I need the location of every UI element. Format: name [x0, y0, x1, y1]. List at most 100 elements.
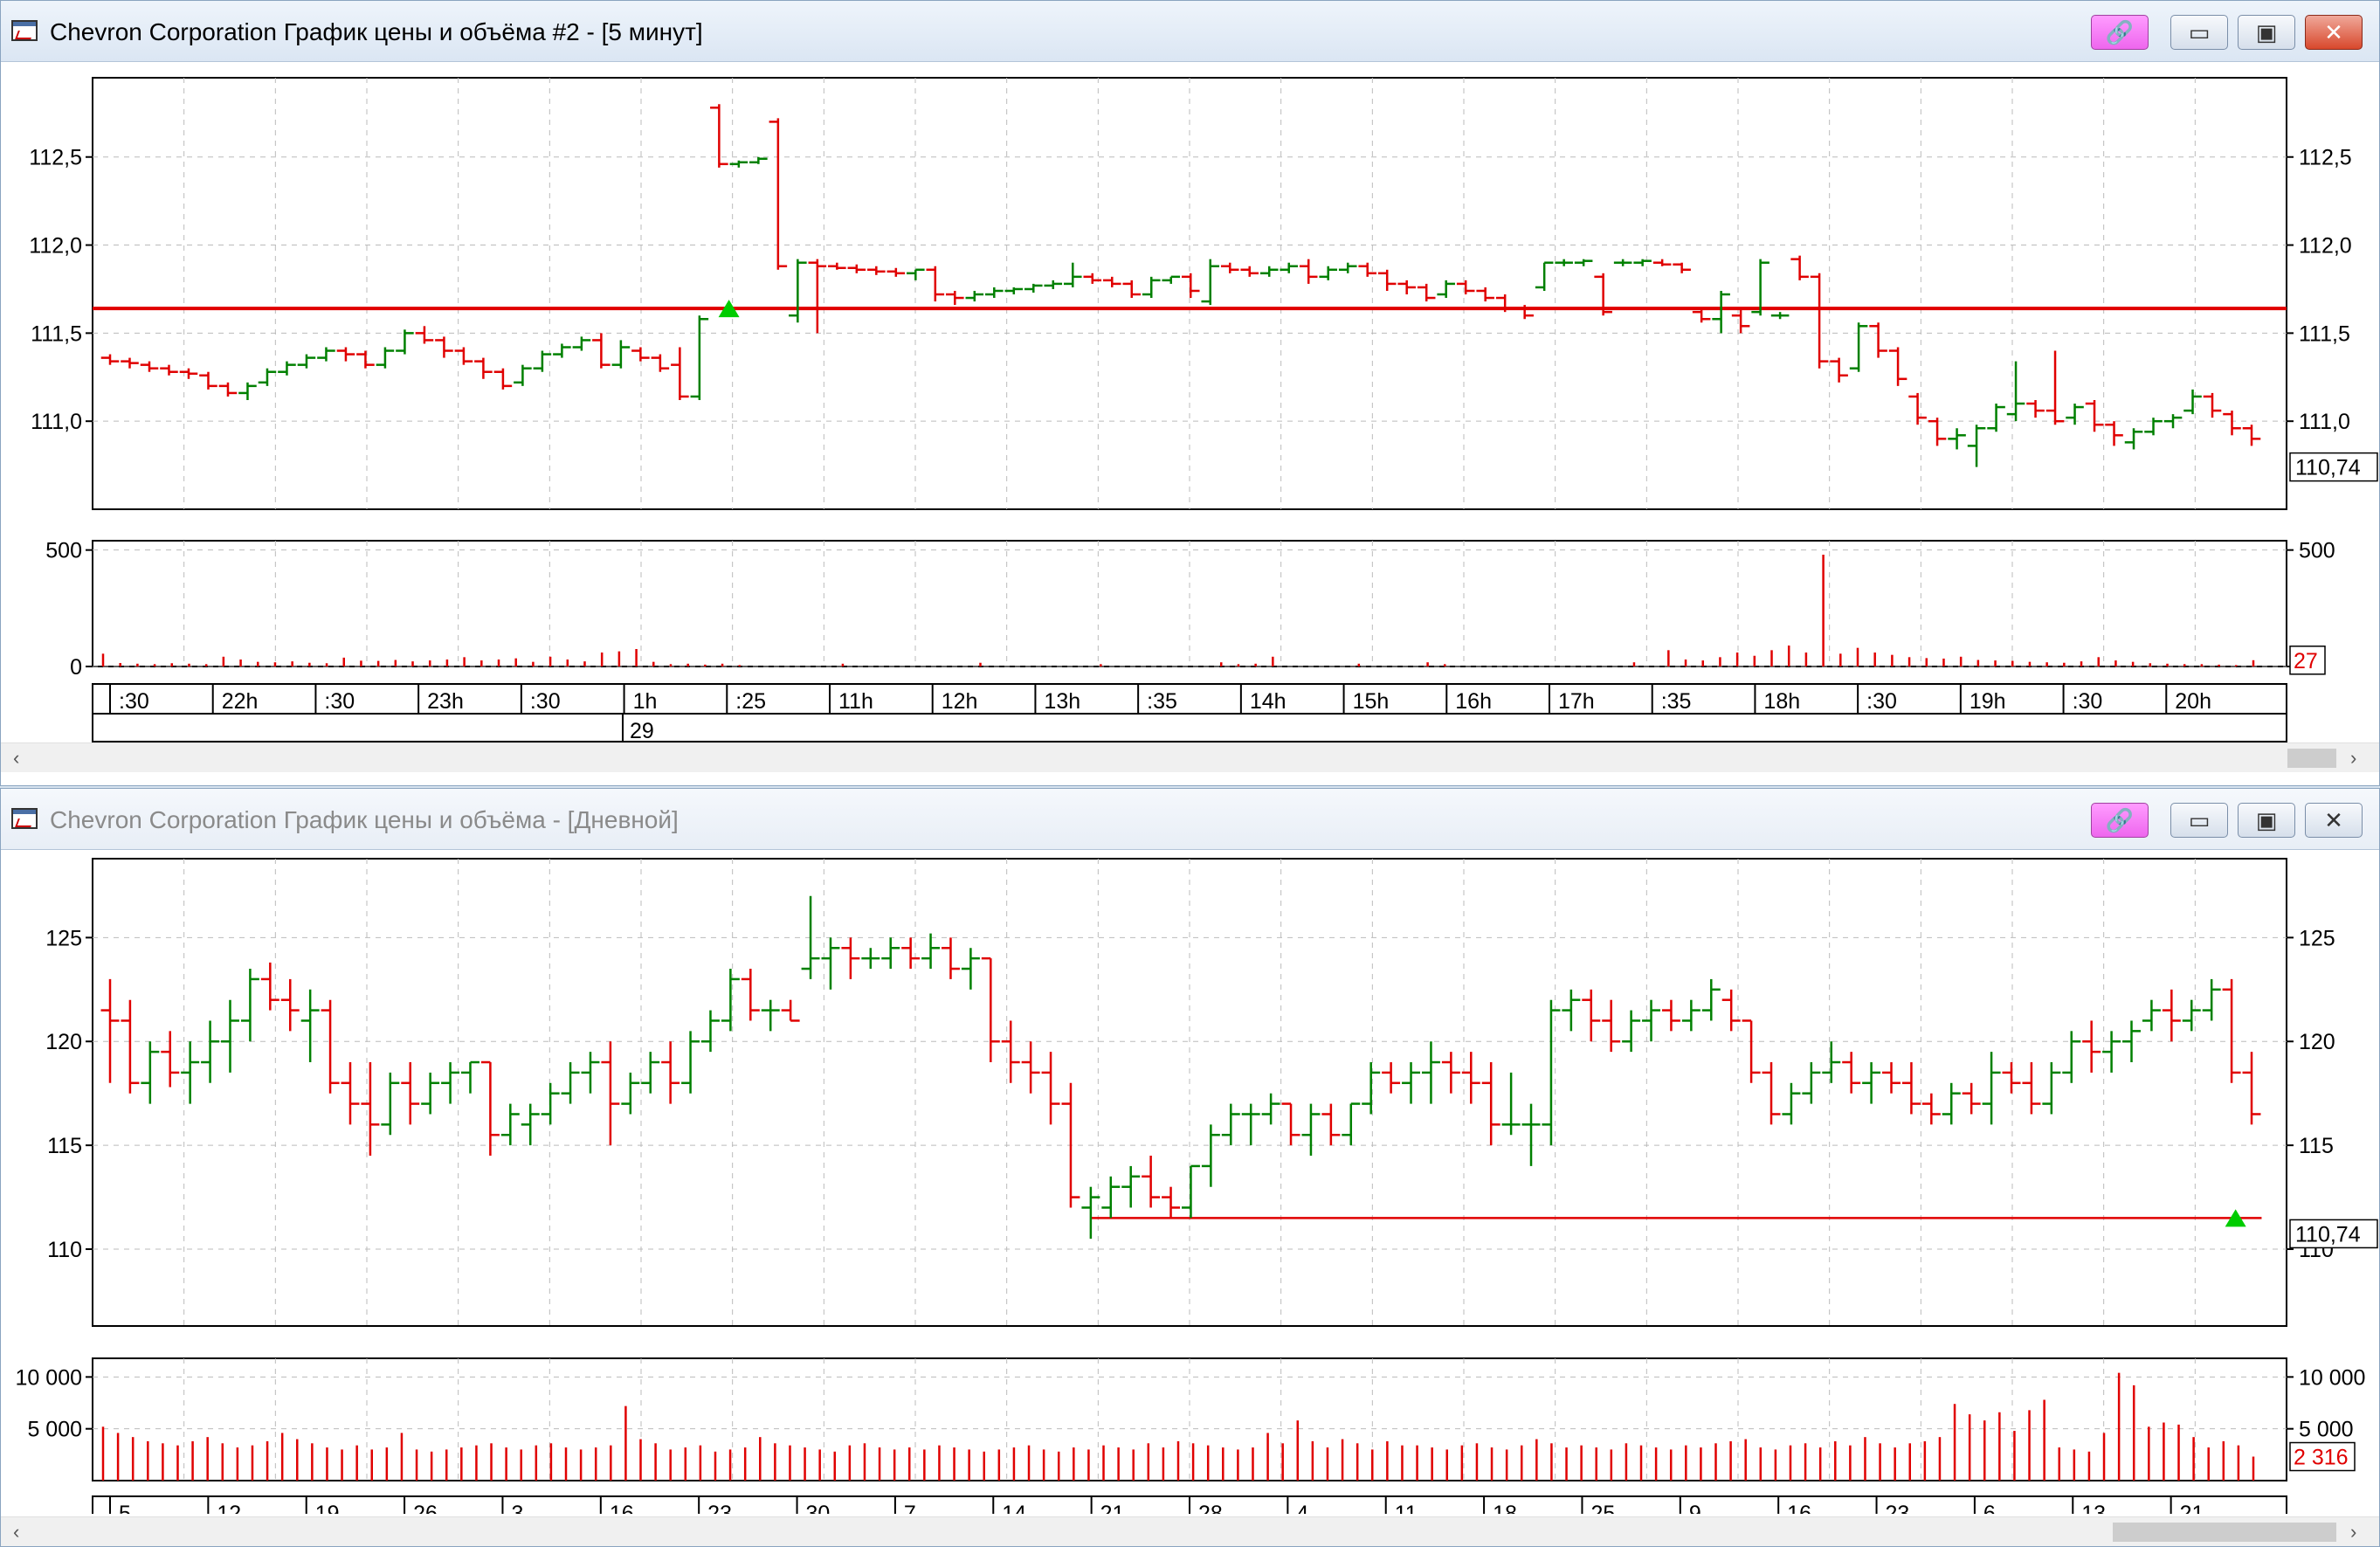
ohlc-bar: [661, 1041, 680, 1104]
scroll-thumb[interactable]: [2113, 1523, 2336, 1542]
ohlc-bar: [581, 1052, 600, 1094]
minimize-button[interactable]: ▭: [2170, 803, 2228, 838]
ohlc-bar: [341, 1062, 360, 1125]
ohlc-bar: [789, 259, 807, 323]
horizontal-scrollbar[interactable]: ‹ ›: [1, 742, 2379, 772]
ohlc-bar: [921, 933, 941, 970]
ohlc-bar: [1281, 1102, 1300, 1146]
ohlc-bar: [100, 978, 120, 1083]
time-axis-label: 3: [511, 1502, 523, 1514]
ohlc-bar: [841, 937, 860, 979]
ohlc-bar: [396, 329, 414, 355]
close-button[interactable]: ✕: [2305, 15, 2363, 50]
ohlc-bar: [1342, 1102, 1361, 1146]
window-title: Chevron Corporation График цены и объёма…: [50, 18, 703, 45]
ohlc-bar: [592, 333, 611, 369]
ohlc-bar: [278, 361, 296, 376]
ohlc-bar: [1701, 978, 1721, 1021]
time-axis-label: 9: [1689, 1502, 1701, 1514]
ohlc-bar: [721, 969, 740, 1032]
ohlc-bar: [1162, 1186, 1181, 1219]
ohlc-bar: [260, 962, 279, 1011]
intraday-chart[interactable]: 111,0 111,0 111,5 111,5 112,0 112,0 112,5 112,5…: [1, 62, 2380, 743]
ohlc-bar: [238, 382, 257, 400]
ohlc-bar: [1456, 280, 1475, 295]
ohlc-bar: [701, 1010, 720, 1053]
price-tick-label-right: 125: [2299, 926, 2335, 950]
time-axis-label: :35: [1147, 689, 1177, 714]
ohlc-bar: [361, 1062, 380, 1157]
minimize-button[interactable]: ▭: [2170, 15, 2228, 50]
time-axis-label: 11h: [838, 689, 873, 714]
scroll-left-icon[interactable]: ‹: [13, 747, 20, 769]
window-titlebar[interactable]: Chevron Corporation График цены и объёма…: [1, 789, 2379, 850]
ohlc-bar: [1942, 1082, 1961, 1125]
ohlc-bar: [985, 287, 1004, 299]
ohlc-bar: [1362, 1062, 1381, 1115]
ohlc-bar: [356, 350, 375, 369]
ohlc-bar: [1162, 275, 1181, 284]
ohlc-bar: [1967, 425, 1986, 467]
link-button[interactable]: 🔗: [2091, 803, 2149, 838]
ohlc-bar: [2183, 389, 2202, 415]
maximize-button[interactable]: ▣: [2238, 803, 2295, 838]
ohlc-bar: [297, 354, 316, 369]
volume-tick-label-right: 5 000: [2299, 1418, 2354, 1442]
time-axis-label: 22h: [222, 689, 259, 714]
ohlc-bar: [769, 118, 788, 270]
ohlc-bar: [1810, 273, 1829, 369]
ohlc-bar: [1908, 392, 1927, 425]
ohlc-bar: [201, 1020, 220, 1083]
ohlc-bar: [1122, 280, 1142, 299]
ohlc-bar: [141, 1041, 160, 1104]
time-axis-label: 7: [904, 1502, 916, 1514]
horizontal-scrollbar[interactable]: ‹ ›: [1, 1516, 2379, 1546]
scroll-right-icon[interactable]: ›: [2350, 1521, 2357, 1543]
time-axis-label: 6: [1983, 1502, 1996, 1514]
scroll-thumb[interactable]: [2287, 749, 2336, 768]
ohlc-bar: [1555, 259, 1573, 266]
ohlc-bar: [381, 1072, 400, 1136]
price-tick-label-left: 112,0: [29, 234, 82, 259]
ohlc-bar: [2082, 1020, 2101, 1073]
ohlc-bar: [631, 347, 650, 362]
ohlc-bar: [1220, 262, 1239, 273]
time-axis-label: 18h: [1763, 689, 1800, 714]
ohlc-bar: [2242, 425, 2261, 446]
ohlc-bar: [179, 368, 198, 379]
time-axis-label: 4: [1296, 1502, 1308, 1514]
time-axis-label: :30: [324, 689, 355, 714]
close-button[interactable]: ✕: [2305, 803, 2363, 838]
ohlc-bar: [2102, 1031, 2121, 1073]
maximize-button[interactable]: ▣: [2238, 15, 2295, 50]
scroll-right-icon[interactable]: ›: [2350, 747, 2357, 769]
ohlc-bar: [1377, 269, 1397, 291]
ohlc-bar: [847, 264, 866, 273]
ohlc-bar: [1021, 1041, 1040, 1094]
ohlc-bar: [1721, 989, 1741, 1032]
last-price-label: 110,74: [2295, 1222, 2361, 1247]
ohlc-bar: [1822, 1041, 1841, 1083]
ohlc-bar: [258, 368, 277, 386]
ohlc-bar: [671, 347, 689, 400]
time-axis-label: 30: [806, 1502, 831, 1514]
ohlc-bar: [2022, 1062, 2041, 1115]
window-titlebar[interactable]: Chevron Corporation График цены и объёма…: [1, 1, 2379, 62]
ohlc-bar: [533, 350, 552, 372]
scroll-left-icon[interactable]: ‹: [13, 1521, 20, 1543]
ohlc-bar: [1024, 283, 1043, 293]
ohlc-bar: [1782, 1082, 1801, 1125]
price-tick-label-right: 120: [2299, 1030, 2335, 1054]
ohlc-bar: [336, 347, 355, 362]
minimize-icon: ▭: [2188, 18, 2211, 45]
link-button[interactable]: 🔗: [2091, 15, 2149, 50]
price-tick-label-right: 112,0: [2299, 234, 2352, 259]
ohlc-bar: [1802, 1062, 1821, 1104]
volume-panel: [92, 1357, 2287, 1481]
time-axis-label: :30: [119, 689, 149, 714]
ohlc-bar: [1751, 259, 1769, 316]
ohlc-bar: [828, 262, 846, 270]
ohlc-bar: [2122, 1020, 2141, 1063]
ohlc-bar: [121, 357, 139, 369]
